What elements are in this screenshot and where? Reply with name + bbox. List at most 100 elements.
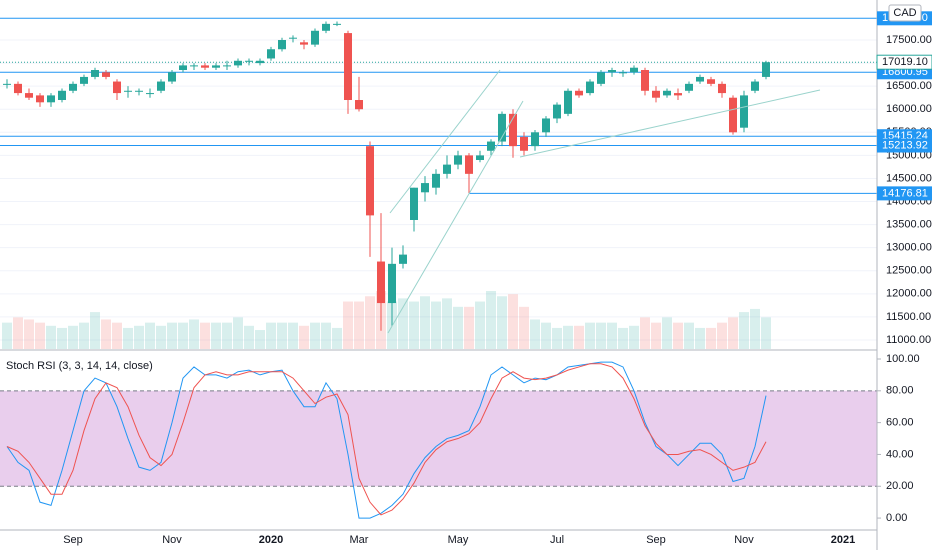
y-tick-label: 14500.00 [886,172,932,184]
candle-body [454,155,462,165]
candle-body [388,263,396,304]
volume-bar [189,319,199,349]
y-tick-label: 40.00 [886,448,914,460]
volume-bar [200,322,210,349]
volume-bar [530,319,540,349]
level-label: 15213.92 [882,139,928,151]
volume-bar [24,319,34,349]
candle-body [476,155,484,161]
candle-body [542,118,550,133]
candle-body [663,90,671,96]
volume-bar [332,327,342,349]
volume-bar [574,325,584,349]
volume-bar [167,322,177,349]
candle-body [432,173,440,188]
candle-body [729,97,737,133]
volume-bar [431,301,441,349]
candle-body [47,95,55,103]
volume-bar [662,317,672,349]
volume-bar [233,317,243,349]
candle-body [102,72,110,77]
volume-bar [629,325,639,349]
candle-body [674,93,682,96]
volume-bar [420,296,430,349]
candle-body [25,93,33,98]
candle-body [333,23,341,25]
volume-bar [365,296,375,349]
candle-body [3,83,11,85]
candle-body [157,81,165,91]
candle-body [245,60,253,62]
candle-body [751,81,759,91]
volume-bar [673,322,683,349]
candle-body [410,187,418,220]
currency-box [888,4,922,22]
volume-bar [101,319,111,349]
volume-bar [123,327,133,349]
volume-bar [695,327,705,349]
y-tick-label: 11000.00 [886,334,931,346]
candle-body [696,76,704,82]
candle-body [256,60,264,64]
candle-body [740,95,748,128]
volume-bar [728,317,738,349]
candle-body [58,90,66,101]
volume-bar [222,322,232,349]
y-tick-label: 0.00 [886,512,907,524]
y-tick-label: 12000.00 [886,288,932,300]
candle-body [135,90,143,92]
candle-body [564,90,572,114]
volume-bar [2,322,12,349]
volume-bar [739,312,749,349]
volume-bar [266,322,276,349]
level-label: 14176.81 [882,187,928,199]
candle-body [718,83,726,94]
volume-bar [178,322,188,349]
candle-body [377,261,385,304]
candle-body [707,79,715,84]
candle-body [69,83,77,91]
volume-bar [453,306,463,349]
last-price-box [876,54,932,70]
candle-body [289,37,297,39]
overbought-oversold-band [0,390,877,487]
candle-body [311,30,319,45]
volume-bar [750,308,760,349]
volume-bar [68,325,78,349]
candle-body [91,70,99,77]
volume-bar [409,301,419,349]
volume-bar [277,322,287,349]
candle-body [652,90,660,98]
y-tick-label: 12500.00 [886,265,932,277]
volume-bar [519,306,529,349]
stoch-line [6,363,767,516]
candle-body [641,70,649,91]
currency-label: CAD [893,7,916,19]
y-tick-label: 11500.00 [886,311,931,323]
candle-body [278,40,286,50]
y-tick-label: 20.00 [886,480,914,492]
volume-bar [288,322,298,349]
candle-body [608,70,616,73]
candle-body [267,49,275,59]
y-tick-label: 13500.00 [886,219,932,231]
volume-bar [244,325,254,349]
volume-bar [211,322,221,349]
volume-bar [761,317,771,349]
volume-bar [79,322,89,349]
volume-bar [706,327,716,349]
candle-body [498,113,506,142]
volume-bar [354,301,364,349]
volume-bar [310,322,320,349]
candle-body [586,81,594,94]
candle-body [344,33,352,101]
candle-body [762,62,770,77]
y-tick-label: 13000.00 [886,242,932,254]
candle-body [14,83,22,94]
x-tick-label: Nov [162,534,182,546]
volume-bar [35,322,45,349]
candle-body [36,95,44,103]
last-price-label: 17019.10 [882,56,928,68]
volume-bar [618,327,628,349]
candle-body [575,90,583,96]
